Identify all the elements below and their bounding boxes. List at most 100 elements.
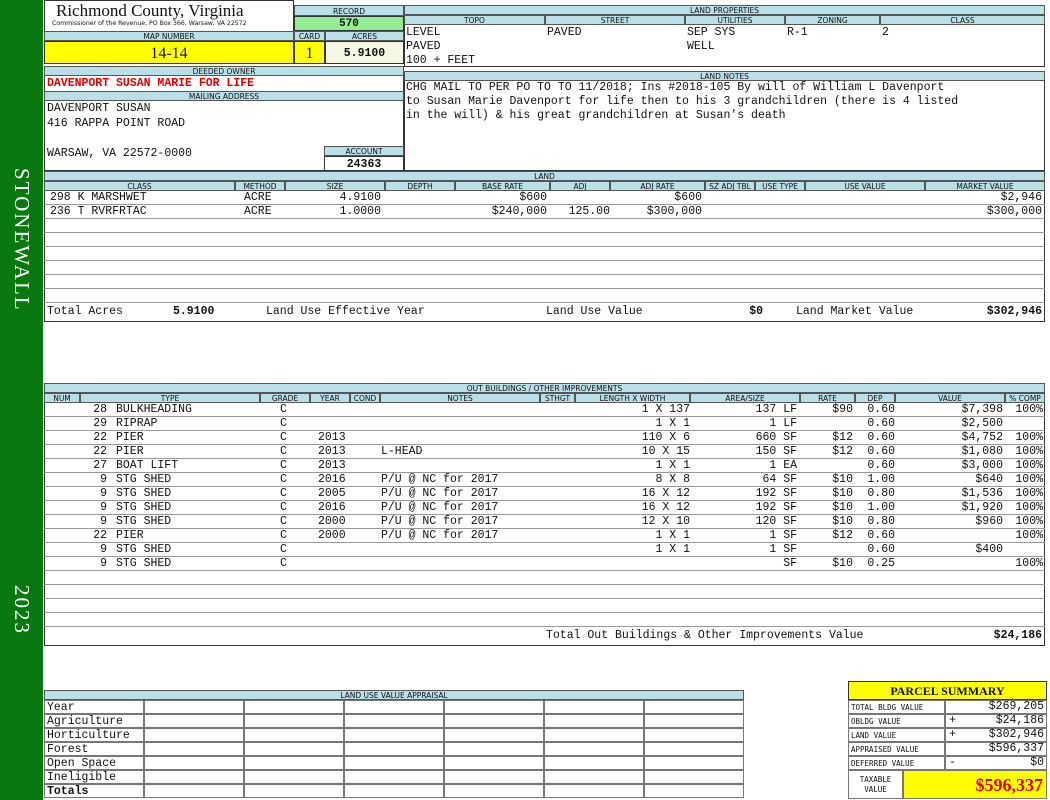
outbuilding-cell: 100% — [1015, 529, 1043, 542]
land-use-cell — [344, 770, 444, 784]
parcel-value: $269,205 — [988, 700, 1044, 713]
sidebar — [0, 0, 43, 800]
land-use-cell — [144, 770, 244, 784]
outbuilding-cell: 1 X 137 — [641, 403, 690, 416]
land-property-value: PAVED — [547, 26, 582, 39]
land-use-cell — [244, 770, 344, 784]
land-use-label: Totals — [44, 784, 144, 798]
account-value: 24363 — [324, 156, 404, 171]
taxable-value: $596,337 — [903, 770, 1047, 799]
land-row — [44, 205, 1045, 219]
land-property-value: LEVEL — [406, 26, 441, 39]
land-use-label: Open Space — [44, 756, 144, 770]
land-row — [44, 233, 1045, 247]
land-use-cell — [444, 700, 544, 714]
land-use-label: Horticulture — [44, 728, 144, 742]
outbuilding-cell: 1 X 1 — [655, 459, 690, 472]
land-cell: 236 T RVRFRTAC — [50, 205, 147, 218]
outbuilding-cell: $10 — [832, 515, 853, 528]
outbuilding-cell: $12 — [832, 431, 853, 444]
land-row — [44, 247, 1045, 261]
acres-value: 5.9100 — [325, 41, 404, 64]
outbuilding-cell: 28 — [93, 403, 107, 416]
outbuilding-row — [44, 487, 1045, 501]
owner-value: DAVENPORT SUSAN MARIE FOR LIFE — [47, 77, 255, 90]
outbuilding-cell: $7,398 — [961, 403, 1003, 416]
address-line: WARSAW, VA 22572-0000 — [47, 147, 192, 160]
land-use-cell — [644, 742, 744, 756]
outbuilding-row — [44, 529, 1045, 543]
total-acres: 5.9100 — [173, 305, 215, 318]
outbuilding-cell: 0.60 — [867, 459, 895, 472]
outbuilding-cell: 10 X 15 — [641, 445, 690, 458]
outbuilding-cell: C — [280, 501, 287, 514]
outbuilding-row — [44, 557, 1045, 571]
outbuilding-cell: $2,500 — [961, 417, 1003, 430]
outbuilding-cell: 9 — [100, 543, 107, 556]
note-line: to Susan Marie Davenport for life then t… — [406, 95, 959, 108]
outbuilding-cell: 1 X 1 — [655, 543, 690, 556]
outbuilding-cell: 0.25 — [867, 557, 895, 570]
outbuilding-column-header: LENGTH X WIDTH — [575, 393, 690, 403]
outbuilding-row — [44, 613, 1045, 627]
outbuilding-column-header: DEP — [855, 393, 895, 403]
outbuilding-cell: 100% — [1015, 473, 1043, 486]
card-value: 1 — [294, 41, 325, 64]
outbuilding-cell: 0.60 — [867, 445, 895, 458]
land-use-cell — [444, 728, 544, 742]
outbuilding-cell: SF — [783, 557, 797, 570]
outbuilding-cell: 0.80 — [867, 515, 895, 528]
parcel-value-cell — [945, 714, 1047, 728]
outbuilding-cell: C — [280, 557, 287, 570]
outbuilding-row — [44, 473, 1045, 487]
outbuilding-column-header: % COMP — [1005, 393, 1045, 403]
outbuilding-cell: 2013 — [318, 431, 346, 444]
outbuilding-cell: 100% — [1015, 445, 1043, 458]
outbuilding-row — [44, 543, 1045, 557]
outbuilding-cell: 27 — [93, 459, 107, 472]
land-use-cell — [144, 784, 244, 798]
outbuilding-cell: STG SHED — [116, 515, 172, 528]
outbuilding-row — [44, 599, 1045, 613]
parcel-value-cell — [945, 700, 1047, 714]
outbuilding-cell: $960 — [975, 515, 1003, 528]
parcel-value-cell — [945, 742, 1047, 756]
land-use-cell — [244, 742, 344, 756]
land-property-header: UTILITIES — [685, 15, 785, 25]
land-use-cell — [544, 784, 644, 798]
land-use-label: Agriculture — [44, 714, 144, 728]
outbuilding-column-header: STHGT — [540, 393, 575, 403]
outbuilding-cell: 22 — [93, 431, 107, 444]
outbuilding-cell: C — [280, 515, 287, 528]
outbuilding-cell: 0.80 — [867, 487, 895, 500]
parcel-label: LAND VALUE — [848, 728, 945, 742]
land-column-header: SZ ADJ TBL — [705, 181, 755, 191]
outbuilding-cell: P/U @ NC for 2017 — [381, 515, 499, 528]
land-row — [44, 289, 1045, 303]
land-use-cell — [544, 742, 644, 756]
outbuilding-cell: 1 LF — [769, 417, 797, 430]
outbuilding-cell: 100% — [1015, 459, 1043, 472]
outbuilding-cell: 660 SF — [755, 431, 797, 444]
subtitle: Commissioner of the Revenue, PO Box 366,… — [52, 20, 247, 27]
outbuilding-cell: $10 — [832, 487, 853, 500]
outbuilding-cell: 120 SF — [755, 515, 797, 528]
land-use-cell — [244, 784, 344, 798]
outbuilding-cell: 100% — [1015, 431, 1043, 444]
outbuilding-cell: PIER — [116, 445, 144, 458]
outbuilding-cell: 100% — [1015, 487, 1043, 500]
outbuilding-cell: P/U @ NC for 2017 — [381, 487, 499, 500]
outbuilding-cell: $10 — [832, 473, 853, 486]
outbuilding-cell: 0.60 — [867, 431, 895, 444]
outbuilding-row — [44, 571, 1045, 585]
outbuilding-cell: $1,080 — [961, 445, 1003, 458]
land-property-value: R-1 — [787, 26, 808, 39]
land-use-cell — [344, 742, 444, 756]
outbuilding-cell: $1,920 — [961, 501, 1003, 514]
parcel-label: OBLDG VALUE — [848, 714, 945, 728]
land-row — [44, 261, 1045, 275]
land-property-header: STREET — [545, 15, 685, 25]
outbuilding-row — [44, 585, 1045, 599]
land-use-cell — [644, 756, 744, 770]
land-use-label: Forest — [44, 742, 144, 756]
